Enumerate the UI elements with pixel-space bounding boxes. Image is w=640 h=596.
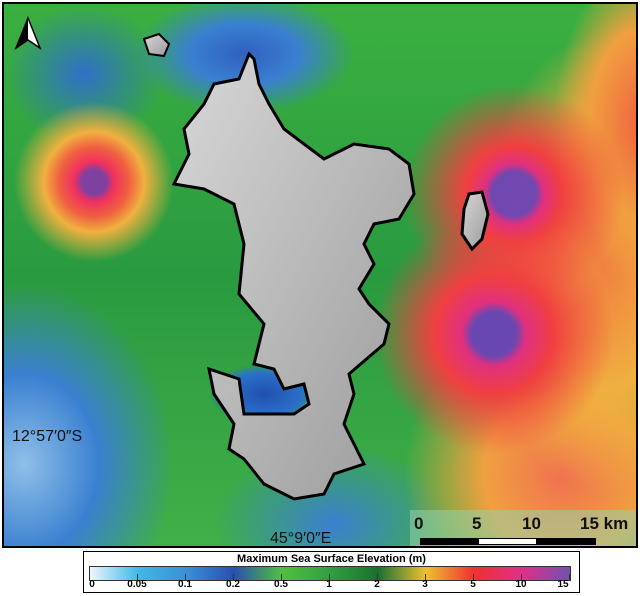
colorbar-tick-mark: [521, 574, 522, 580]
latitude-label: 12°57′0″S: [12, 428, 83, 445]
scale-label: 0: [414, 514, 424, 533]
colorbar-tick-mark: [281, 574, 282, 580]
color-legend: Maximum Sea Surface Elevation (m) 0 0.05 0…: [83, 551, 580, 593]
colorbar-tick-label: 3: [422, 579, 428, 590]
island-layer: [142, 32, 490, 501]
colorbar-tick-label: 5: [470, 579, 476, 590]
colorbar-tick-label: 0.5: [274, 579, 288, 590]
legend-title: Maximum Sea Surface Elevation (m): [237, 553, 426, 565]
colorbar-tick-label: 1: [326, 579, 332, 590]
colorbar-tick-label: 0.2: [226, 579, 240, 590]
colorbar-tick-mark: [473, 574, 474, 580]
colorbar-tick-mark: [425, 574, 426, 580]
colorbar-tick-mark: [185, 574, 186, 580]
longitude-label: 45°9′0″E: [270, 530, 332, 547]
scale-bar-segment: [420, 538, 596, 545]
petite-terre-island: [460, 190, 490, 252]
colorbar-tick-label: 0.05: [127, 579, 147, 590]
colorbar-tick-label: 0.1: [178, 579, 192, 590]
colorbar-tick-label: 0: [89, 579, 95, 590]
colorbar-tick-mark: [329, 574, 330, 580]
colorbar-tick-label: 2: [374, 579, 380, 590]
colorbar: [89, 566, 571, 581]
scale-label: 5: [472, 514, 482, 533]
main-island: [171, 51, 416, 501]
colorbar-tick-label: 15: [557, 579, 569, 590]
colorbar-tick-label: 10: [515, 579, 527, 590]
scale-label: 15 km: [580, 514, 629, 533]
map-frame: 12°57′0″S 45°9′0″E 0 5 10 15 km: [2, 2, 638, 548]
colorbar-tick-mark: [89, 574, 90, 580]
colorbar-tick-mark: [233, 574, 234, 580]
scale-label: 10: [522, 514, 541, 533]
colorbar-tick-mark: [377, 574, 378, 580]
islet: [142, 32, 171, 58]
colorbar-tick-mark: [137, 574, 138, 580]
scale-bar: 0 5 10 15 km: [410, 510, 636, 546]
colorbar-tick-mark: [569, 574, 570, 580]
